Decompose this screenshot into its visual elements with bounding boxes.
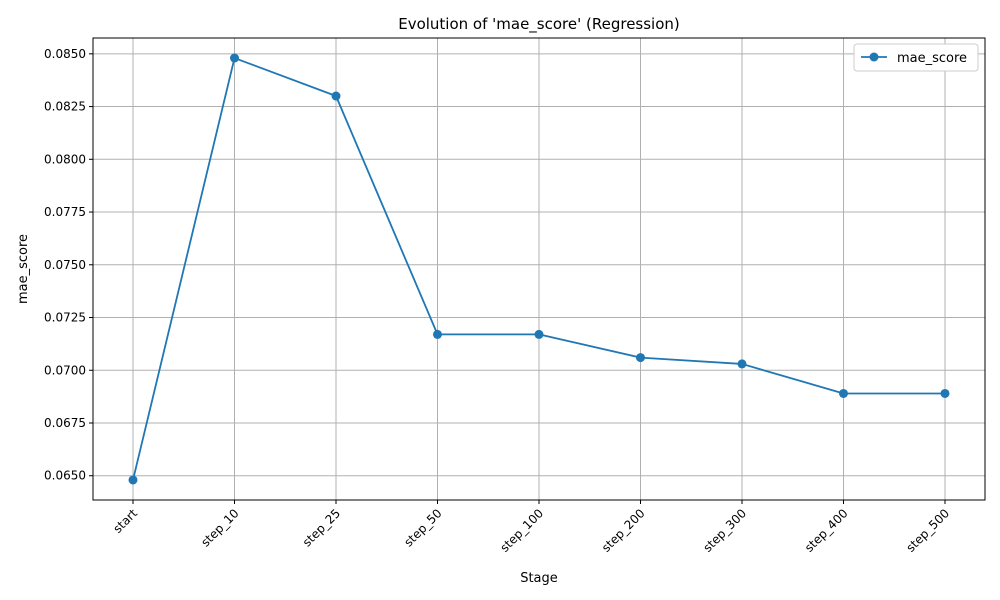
y-axis-ticks: 0.0650 0.0675 0.0700 0.0725 0.0750 0.0775 0.08… (44, 47, 93, 483)
data-point (839, 388, 848, 398)
y-tick-label: 0.0750 (44, 258, 86, 272)
data-point (737, 359, 747, 369)
chart-title: Evolution of 'mae_score' (Regression) (398, 15, 680, 34)
data-point (331, 91, 341, 101)
data-point (636, 353, 645, 363)
y-tick-label: 0.0850 (44, 47, 86, 61)
y-tick-label: 0.0725 (44, 311, 86, 325)
y-tick-label: 0.0800 (44, 152, 86, 166)
y-tick-label: 0.0700 (44, 363, 86, 377)
legend: mae_score (853, 43, 979, 72)
data-point (128, 475, 138, 485)
y-tick-label: 0.0775 (44, 205, 86, 219)
plot-area-frame (92, 37, 986, 501)
legend-marker (869, 52, 879, 62)
data-point (940, 388, 950, 398)
data-point (433, 329, 442, 339)
y-tick-label: 0.0650 (44, 469, 86, 483)
y-tick-label: 0.0675 (44, 416, 86, 430)
grid (93, 38, 985, 500)
y-axis-label: mae_score (16, 234, 31, 304)
data-point (534, 329, 544, 339)
legend-box (853, 43, 979, 72)
series-layer (128, 53, 950, 485)
data-point (230, 53, 239, 63)
legend-label: mae_score (897, 51, 967, 66)
x-axis-label: Stage (520, 571, 558, 586)
y-tick-label: 0.0825 (44, 100, 86, 114)
